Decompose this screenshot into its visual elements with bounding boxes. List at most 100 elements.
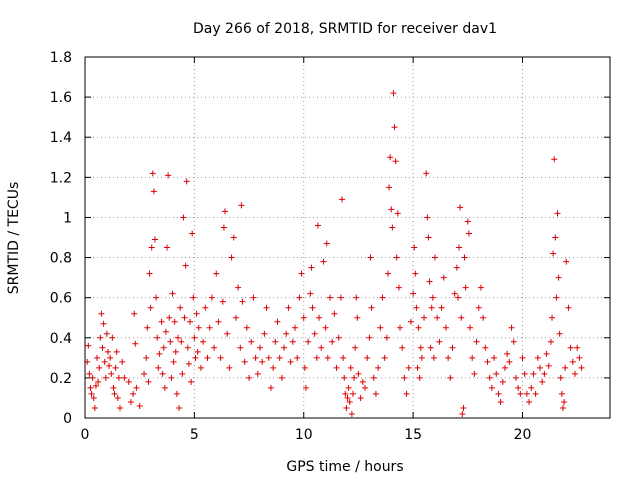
data-point bbox=[559, 404, 566, 411]
data-point bbox=[502, 364, 508, 371]
data-point bbox=[416, 374, 423, 381]
data-point bbox=[148, 244, 155, 251]
data-point bbox=[147, 304, 154, 311]
data-point bbox=[131, 310, 138, 317]
y-tick-label: 1.2 bbox=[50, 170, 72, 186]
data-point bbox=[497, 398, 504, 405]
data-point bbox=[558, 390, 565, 397]
y-tick-label: 0.4 bbox=[50, 331, 72, 347]
data-point bbox=[272, 338, 279, 345]
data-point bbox=[127, 398, 134, 405]
data-point bbox=[493, 370, 500, 377]
data-point bbox=[89, 374, 96, 381]
data-point bbox=[449, 344, 456, 351]
data-point bbox=[136, 402, 143, 409]
plot-frame bbox=[84, 56, 611, 419]
x-tick-label: 5 bbox=[190, 427, 199, 443]
data-point bbox=[189, 230, 196, 237]
data-point bbox=[94, 354, 101, 361]
data-point bbox=[239, 298, 246, 305]
data-point bbox=[173, 390, 180, 397]
data-point bbox=[495, 390, 502, 397]
data-point bbox=[345, 384, 352, 391]
data-point bbox=[465, 230, 472, 237]
data-point bbox=[182, 262, 189, 269]
data-point bbox=[99, 344, 106, 351]
data-point bbox=[412, 270, 419, 277]
data-point bbox=[578, 364, 585, 371]
data-point bbox=[411, 244, 418, 251]
x-axis-label: GPS time / hours bbox=[286, 459, 403, 475]
data-point bbox=[451, 290, 458, 297]
data-point bbox=[390, 90, 397, 97]
data-point bbox=[96, 364, 103, 371]
data-point bbox=[274, 318, 281, 325]
data-point bbox=[259, 358, 266, 365]
axis-ticks: 0 5 10 15 20 0 0.2 0.4 0.6 0.8 1 1.2 1.4 1.6 1.8 bbox=[50, 50, 610, 443]
data-point bbox=[341, 374, 348, 381]
data-point bbox=[267, 384, 274, 391]
data-point bbox=[111, 390, 118, 397]
data-point bbox=[335, 334, 342, 341]
data-point bbox=[401, 374, 408, 381]
data-point bbox=[318, 344, 325, 351]
data-point bbox=[366, 334, 373, 341]
data-point bbox=[347, 364, 354, 371]
data-point bbox=[86, 370, 93, 377]
data-point bbox=[471, 370, 478, 377]
data-point bbox=[567, 344, 574, 351]
data-point bbox=[144, 324, 151, 331]
data-point bbox=[410, 290, 417, 297]
data-point bbox=[252, 354, 259, 361]
data-point bbox=[354, 314, 361, 321]
data-point bbox=[169, 290, 176, 297]
data-point bbox=[392, 158, 399, 165]
data-point bbox=[323, 240, 330, 247]
data-point bbox=[576, 354, 583, 361]
data-point bbox=[307, 290, 314, 297]
data-point bbox=[322, 324, 329, 331]
data-point bbox=[302, 384, 309, 391]
data-point bbox=[107, 354, 114, 361]
data-point bbox=[413, 304, 420, 311]
data-point bbox=[423, 170, 430, 177]
y-tick-label: 1.4 bbox=[50, 130, 72, 146]
data-point bbox=[281, 344, 288, 351]
data-point bbox=[484, 358, 491, 365]
data-point bbox=[554, 210, 561, 217]
data-point bbox=[462, 284, 469, 291]
data-point bbox=[352, 344, 359, 351]
data-point bbox=[339, 196, 346, 203]
data-point bbox=[521, 370, 528, 377]
data-point bbox=[553, 294, 560, 301]
data-point bbox=[523, 390, 530, 397]
data-point bbox=[440, 274, 447, 281]
data-point bbox=[469, 354, 476, 361]
data-point bbox=[248, 338, 255, 345]
data-point bbox=[292, 324, 298, 331]
data-point bbox=[159, 370, 166, 377]
data-point bbox=[121, 374, 128, 381]
data-point bbox=[539, 378, 546, 385]
x-tick-label: 0 bbox=[81, 427, 90, 443]
data-point bbox=[387, 154, 394, 161]
data-point bbox=[426, 278, 433, 285]
data-point bbox=[417, 344, 424, 351]
data-point bbox=[133, 384, 140, 391]
data-point bbox=[283, 330, 290, 337]
data-point bbox=[230, 234, 237, 241]
data-point bbox=[179, 370, 186, 377]
data-point bbox=[464, 218, 471, 225]
data-point bbox=[91, 404, 98, 411]
data-point bbox=[565, 304, 572, 311]
y-axis-label: SRMTID / TECUs bbox=[6, 182, 22, 295]
data-point bbox=[287, 358, 294, 365]
data-point bbox=[98, 310, 105, 317]
data-point bbox=[563, 258, 570, 265]
data-point bbox=[512, 374, 519, 381]
data-point bbox=[226, 364, 233, 371]
data-point bbox=[294, 354, 301, 361]
data-point bbox=[243, 324, 250, 331]
data-point bbox=[438, 304, 445, 311]
data-point bbox=[340, 354, 347, 361]
